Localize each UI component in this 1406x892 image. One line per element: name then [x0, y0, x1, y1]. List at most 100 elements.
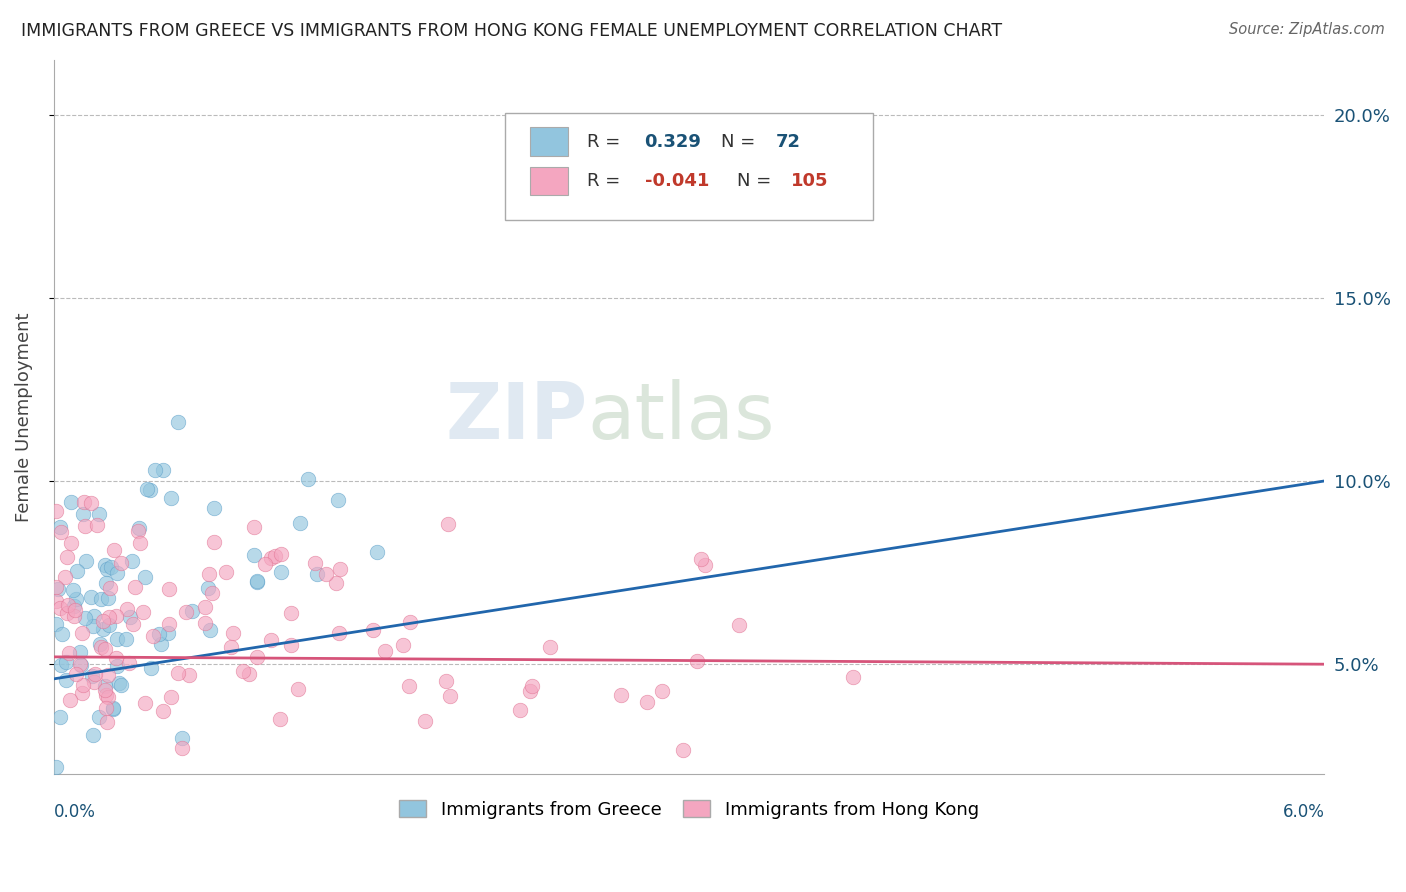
Point [82, 619, 104, 633]
Point [73, 495, 96, 509]
Point [842, 670, 865, 684]
Point [434, 673, 457, 688]
Point [136, 482, 159, 496]
Point [110, 556, 132, 570]
Point [194, 600, 217, 615]
Text: 105: 105 [790, 172, 828, 190]
Point [45, 593, 67, 607]
Point [96, 690, 118, 704]
Point [157, 617, 180, 632]
Point [91, 615, 114, 629]
Point [59, 693, 82, 707]
Point [104, 651, 127, 665]
Point [215, 565, 238, 579]
Point [280, 606, 302, 620]
Text: R =: R = [588, 172, 627, 190]
Point [287, 681, 309, 696]
Point [83, 674, 105, 689]
Point [260, 632, 283, 647]
Point [94, 576, 117, 591]
Text: N =: N = [721, 133, 761, 151]
Point [222, 625, 245, 640]
Point [143, 463, 166, 477]
Text: 0.329: 0.329 [644, 133, 702, 151]
Point [59, 495, 82, 509]
Point [115, 601, 138, 615]
Text: IMMIGRANTS FROM GREECE VS IMMIGRANTS FROM HONG KONG FEMALE UNEMPLOYMENT CORRELAT: IMMIGRANTS FROM GREECE VS IMMIGRANTS FRO… [21, 22, 1002, 40]
Point [157, 625, 180, 640]
Point [157, 582, 180, 596]
Point [651, 684, 673, 698]
Point [114, 632, 136, 647]
Point [93, 682, 115, 697]
Point [98, 581, 121, 595]
Point [48, 582, 70, 596]
Point [45, 760, 67, 774]
Point [101, 700, 124, 714]
Point [246, 650, 269, 665]
Text: 6.0%: 6.0% [1282, 803, 1324, 821]
Point [55, 673, 77, 687]
Point [90, 592, 112, 607]
Point [270, 565, 292, 579]
Point [148, 627, 170, 641]
Point [197, 581, 219, 595]
Point [98, 610, 121, 624]
Point [65, 565, 87, 579]
Point [202, 501, 225, 516]
Point [232, 665, 254, 679]
Point [179, 668, 201, 682]
Point [70, 686, 93, 700]
Point [172, 741, 194, 756]
Point [69, 657, 91, 671]
Point [89, 709, 111, 723]
Point [104, 609, 127, 624]
Point [65, 592, 87, 607]
Point [270, 547, 292, 561]
Point [243, 520, 266, 534]
Point [58, 646, 80, 660]
Point [269, 712, 291, 726]
Point [263, 549, 285, 563]
Point [413, 714, 436, 729]
Point [328, 625, 350, 640]
Point [127, 524, 149, 538]
Point [94, 680, 117, 694]
Point [48, 520, 70, 534]
Point [152, 705, 174, 719]
Point [103, 543, 125, 558]
Point [56, 550, 79, 565]
Point [671, 743, 693, 757]
Point [134, 569, 156, 583]
Point [96, 714, 118, 729]
Point [180, 604, 202, 618]
Text: R =: R = [588, 133, 627, 151]
Point [69, 645, 91, 659]
Point [260, 550, 283, 565]
Point [160, 491, 183, 505]
Point [686, 654, 709, 668]
Point [105, 566, 128, 581]
Point [159, 690, 181, 704]
Point [134, 696, 156, 710]
Point [58, 599, 80, 613]
Point [75, 554, 97, 568]
Point [243, 548, 266, 562]
Point [194, 615, 217, 630]
Text: N =: N = [737, 172, 778, 190]
Point [391, 638, 413, 652]
Point [60, 536, 83, 550]
Point [139, 661, 162, 675]
Point [105, 632, 128, 647]
Point [75, 519, 97, 533]
Point [55, 656, 77, 670]
Text: Source: ZipAtlas.com: Source: ZipAtlas.com [1229, 22, 1385, 37]
Point [94, 641, 117, 656]
Text: 0.0%: 0.0% [53, 803, 96, 821]
Point [84, 667, 107, 681]
Point [288, 516, 311, 530]
Point [326, 492, 349, 507]
Point [689, 551, 711, 566]
Point [49, 657, 72, 672]
Point [97, 591, 120, 605]
